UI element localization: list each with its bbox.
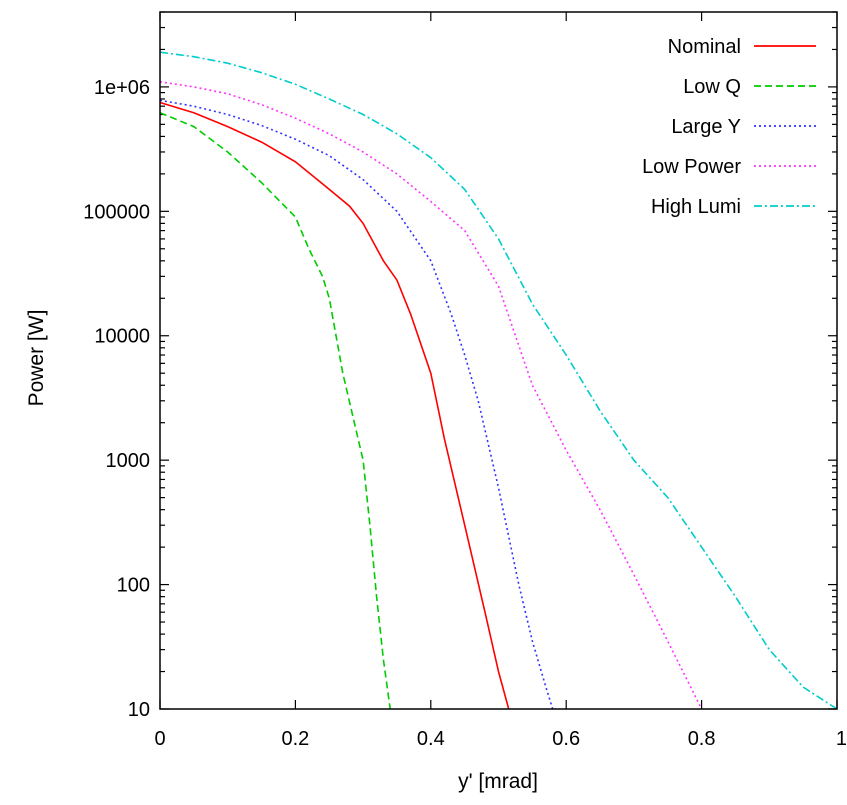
x-tick-label: 1 <box>836 728 847 750</box>
x-tick-label: 0.6 <box>552 728 580 750</box>
y-tick-label: 100 <box>117 575 150 597</box>
y-tick-label: 10 <box>128 699 150 721</box>
x-tick-label: 0 <box>154 728 165 750</box>
plot-marks: 0 0.2 0.4 0.6 0.8 1 10 100 1000 10000 100000 1e+06 N… <box>83 11 847 750</box>
series-line-low-power <box>159 81 703 710</box>
y-tick-label: 1e+06 <box>94 77 150 99</box>
y-axis-title-group: Power [W] <box>25 310 48 407</box>
plot-frame <box>159 11 838 710</box>
series-line-nominal <box>159 101 510 710</box>
series-line-large-y <box>159 99 554 710</box>
x-tick-label: 0.8 <box>688 728 716 750</box>
legend-label: Low Q <box>683 76 741 98</box>
legend-label: Low Power <box>642 156 741 178</box>
y-tick-label: 100000 <box>83 201 150 223</box>
legend-label: High Lumi <box>651 196 741 218</box>
legend-label: Large Y <box>671 116 741 138</box>
series-line-low-q <box>159 111 391 710</box>
x-tick-label: 0.2 <box>281 728 309 750</box>
legend-label: Nominal <box>668 36 741 58</box>
y-axis-title: Power [W] <box>25 310 48 407</box>
x-tick-label: 0.4 <box>417 728 445 750</box>
series-line-high-lumi <box>159 51 838 710</box>
y-tick-label: 10000 <box>94 326 150 348</box>
y-tick-label: 1000 <box>106 450 151 472</box>
x-axis-title: y' [mrad] <box>458 770 538 793</box>
